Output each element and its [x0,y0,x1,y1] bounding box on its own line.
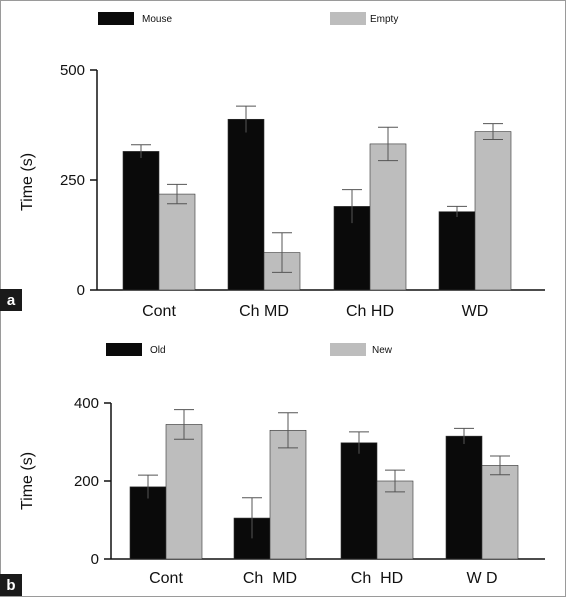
y-tick-label: 500 [60,62,85,79]
legend-swatch-0 [98,12,134,25]
bar-empty-0 [158,193,196,291]
legend-label-1: Empty [370,14,398,25]
y-tick-label: 0 [91,551,99,568]
bar-empty-2 [369,143,407,291]
bar-mouse-1 [227,118,265,291]
panel-label-box [0,289,22,311]
y-axis-label: Time (s) [19,452,36,510]
legend-label-1: New [372,345,393,356]
chart-panel-b: Old New 0 200 400 Time (s) Cont Ch MD Ch HD W D b [0,343,545,596]
bar-old-2 [340,442,378,560]
category-label-0: Cont [142,303,176,320]
category-label-0: Cont [149,570,183,587]
bar-new-2 [376,480,414,560]
legend-label-0: Old [150,345,166,356]
y-tick-label: 400 [74,395,99,412]
category-label-2: Ch HD [351,570,403,587]
category-label-3: WD [462,303,489,320]
y-tick-label: 200 [74,473,99,490]
bar-new-3 [481,465,519,560]
y-axis-label: Time (s) [19,153,36,211]
bar-old-3 [445,435,483,560]
y-tick-label: 250 [60,172,85,189]
category-label-1: Ch MD [243,570,297,587]
chart-panel-a: Mouse Empty 0 250 500 Time (s) Cont Ch MD Ch HD W… [0,12,545,320]
category-label-2: Ch HD [346,303,394,320]
legend-swatch-1 [330,12,366,25]
bar-new-0 [165,424,203,560]
category-label-1: Ch MD [239,303,289,320]
legend-swatch-0 [106,343,142,356]
y-tick-label: 0 [77,282,85,299]
bar-mouse-3 [438,211,476,291]
panel-label-box [0,574,22,596]
bar-old-0 [129,486,167,560]
legend-swatch-1 [330,343,366,356]
legend-label-0: Mouse [142,14,172,25]
bar-mouse-0 [122,151,160,291]
bar-new-1 [269,429,307,560]
panel-label: b [6,577,15,594]
bar-empty-3 [474,131,512,291]
category-label-3: W D [466,570,497,587]
panel-label: a [7,292,16,309]
